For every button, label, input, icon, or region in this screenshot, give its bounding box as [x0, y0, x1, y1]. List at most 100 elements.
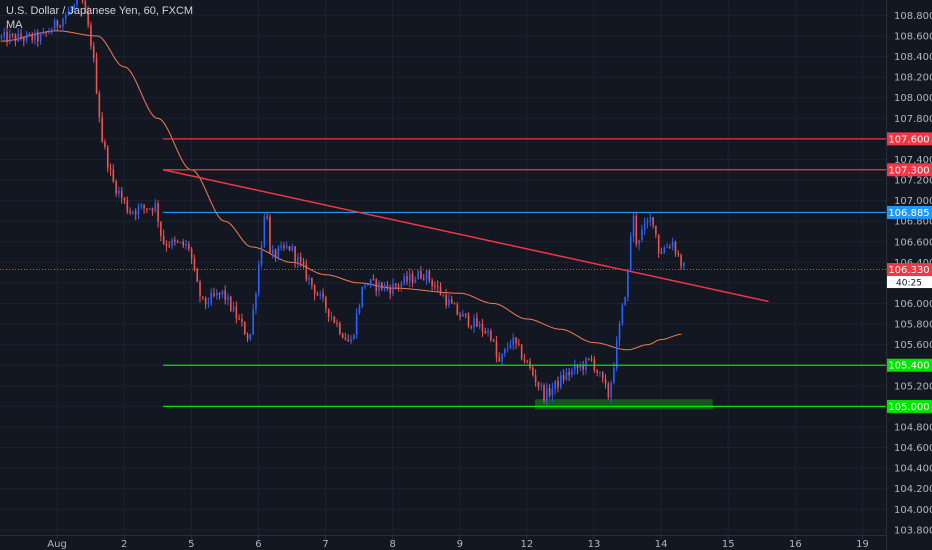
candle[interactable]: [9, 29, 11, 45]
candle[interactable]: [257, 260, 260, 297]
candle[interactable]: [51, 27, 53, 35]
candle[interactable]: [422, 273, 425, 281]
candle[interactable]: [425, 269, 428, 285]
candle[interactable]: [325, 295, 327, 314]
candle[interactable]: [450, 295, 453, 304]
candle[interactable]: [526, 359, 529, 364]
candle[interactable]: [657, 234, 660, 258]
candle[interactable]: [420, 266, 422, 280]
candle[interactable]: [367, 284, 369, 286]
candle[interactable]: [210, 288, 213, 307]
candle[interactable]: [671, 237, 674, 251]
candle[interactable]: [532, 365, 534, 377]
candle[interactable]: [28, 32, 31, 36]
candle[interactable]: [137, 203, 140, 220]
candle[interactable]: [288, 245, 291, 252]
candle[interactable]: [48, 28, 50, 35]
candle[interactable]: [674, 240, 677, 257]
candle[interactable]: [3, 27, 6, 41]
candle[interactable]: [188, 241, 190, 252]
x-axis[interactable]: Aug 2 5 6 7 8 9 12 13 14 15 16 19: [47, 535, 869, 550]
candle[interactable]: [369, 278, 372, 288]
candle[interactable]: [31, 31, 34, 44]
candle[interactable]: [484, 327, 487, 335]
candle[interactable]: [414, 276, 417, 284]
candle[interactable]: [501, 353, 503, 366]
candle[interactable]: [453, 302, 456, 305]
candle[interactable]: [397, 283, 400, 292]
candle[interactable]: [355, 308, 358, 339]
candle[interactable]: [193, 254, 196, 272]
candle[interactable]: [269, 214, 271, 255]
ma-line[interactable]: [0, 30, 682, 351]
candle[interactable]: [39, 32, 42, 45]
candle[interactable]: [372, 274, 375, 281]
candle[interactable]: [106, 145, 109, 173]
candle[interactable]: [341, 332, 344, 339]
candle[interactable]: [652, 217, 654, 229]
candle[interactable]: [554, 380, 557, 395]
candle[interactable]: [56, 19, 59, 31]
candle[interactable]: [70, 6, 73, 15]
candle[interactable]: [669, 244, 671, 249]
candle[interactable]: [224, 285, 227, 305]
candle[interactable]: [294, 245, 296, 268]
candle[interactable]: [683, 261, 685, 271]
candle[interactable]: [308, 274, 310, 286]
candle[interactable]: [112, 164, 115, 184]
candle[interactable]: [540, 382, 543, 391]
trendline[interactable]: [162, 169, 769, 303]
candle[interactable]: [252, 303, 254, 336]
candle[interactable]: [506, 342, 509, 353]
candle[interactable]: [464, 313, 467, 319]
candle[interactable]: [523, 353, 526, 364]
candle[interactable]: [364, 283, 366, 290]
candle[interactable]: [551, 382, 554, 402]
candles[interactable]: [0, 0, 685, 406]
candle[interactable]: [629, 232, 632, 273]
candle[interactable]: [610, 380, 612, 403]
candle[interactable]: [118, 186, 120, 198]
candle[interactable]: [64, 12, 67, 25]
candle[interactable]: [604, 374, 607, 389]
candle[interactable]: [573, 359, 576, 375]
candle[interactable]: [436, 280, 439, 292]
candle[interactable]: [568, 367, 571, 382]
candle[interactable]: [311, 277, 313, 290]
candle[interactable]: [230, 295, 232, 312]
candle[interactable]: [148, 207, 151, 211]
candle[interactable]: [204, 296, 207, 310]
candle[interactable]: [462, 310, 464, 317]
candle[interactable]: [571, 367, 573, 378]
candle[interactable]: [199, 279, 201, 303]
candle[interactable]: [478, 321, 481, 330]
candle[interactable]: [406, 271, 408, 285]
candle[interactable]: [322, 288, 324, 302]
candle[interactable]: [196, 267, 199, 283]
candle[interactable]: [227, 293, 229, 306]
candle[interactable]: [157, 200, 159, 228]
candle[interactable]: [168, 241, 171, 249]
candle[interactable]: [543, 383, 545, 404]
candle[interactable]: [67, 6, 70, 16]
candle[interactable]: [476, 312, 478, 327]
candle[interactable]: [358, 303, 361, 315]
candle[interactable]: [129, 207, 131, 216]
candle[interactable]: [84, 0, 87, 14]
candle[interactable]: [255, 291, 257, 315]
candle[interactable]: [383, 282, 386, 292]
candle[interactable]: [655, 225, 657, 239]
candle[interactable]: [473, 314, 475, 333]
candle[interactable]: [375, 277, 378, 297]
candle[interactable]: [518, 338, 520, 347]
candle[interactable]: [120, 186, 123, 204]
candle[interactable]: [246, 332, 249, 342]
candle[interactable]: [101, 112, 103, 144]
candle[interactable]: [115, 179, 117, 197]
candle[interactable]: [347, 334, 350, 342]
candle[interactable]: [297, 253, 299, 268]
candle[interactable]: [417, 269, 419, 280]
candle[interactable]: [490, 328, 492, 342]
candle[interactable]: [386, 281, 389, 292]
candle[interactable]: [666, 242, 668, 249]
